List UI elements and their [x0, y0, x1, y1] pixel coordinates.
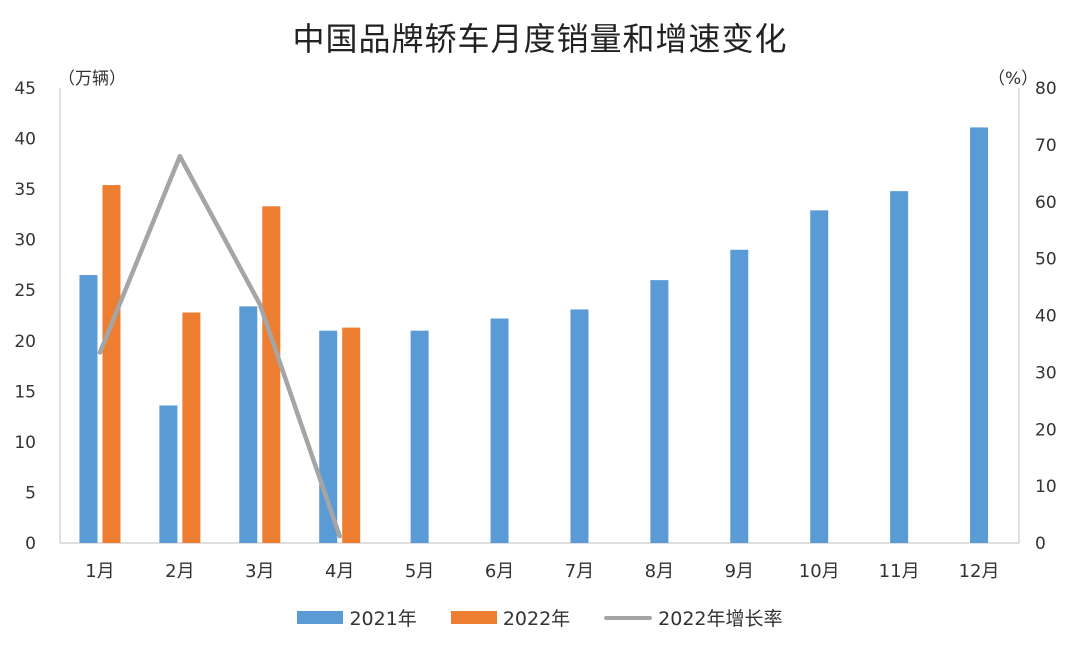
legend-label-growth: 2022年增长率 — [658, 608, 783, 630]
right-tick-label: 30 — [1035, 363, 1057, 383]
x-tick-label: 7月 — [565, 561, 594, 582]
left-tick-label: 0 — [25, 534, 36, 554]
right-tick-label: 50 — [1035, 250, 1057, 270]
legend: 2021年 2022年 2022年增长率 — [0, 604, 1080, 631]
left-tick-label: 15 — [14, 382, 36, 402]
bar-2022 — [102, 185, 121, 544]
x-tick-label: 6月 — [485, 561, 514, 582]
bar-2021 — [490, 318, 509, 543]
bar-2021 — [79, 275, 98, 543]
growth-line — [97, 154, 342, 539]
right-tick-label: 60 — [1035, 193, 1057, 213]
left-tick-label: 20 — [14, 332, 36, 352]
legend-item-growth: 2022年增长率 — [604, 604, 783, 631]
left-tick-label: 10 — [14, 433, 36, 453]
bar-2022 — [262, 206, 281, 544]
x-tick-label: 2月 — [165, 561, 194, 582]
bar-2021 — [890, 191, 909, 543]
legend-label-2021: 2021年 — [349, 608, 417, 630]
bar-2022 — [342, 327, 361, 543]
bar-2021 — [650, 280, 669, 543]
x-tick-label: 12月 — [959, 561, 1000, 582]
right-tick-label: 0 — [1035, 534, 1046, 554]
bar-2022 — [182, 312, 201, 543]
legend-swatch-2022 — [450, 611, 497, 624]
x-tick-label: 11月 — [879, 561, 920, 582]
legend-label-2022: 2022年 — [502, 608, 571, 630]
right-tick-label: 20 — [1035, 420, 1057, 440]
right-tick-label: 70 — [1035, 136, 1057, 156]
x-tick-label: 10月 — [799, 561, 840, 582]
left-tick-label: 30 — [14, 231, 36, 251]
bar-2021 — [730, 249, 749, 543]
left-tick-label: 40 — [14, 130, 36, 150]
legend-swatch-2021 — [297, 611, 344, 624]
left-tick-label: 35 — [14, 180, 36, 200]
right-tick-label: 80 — [1035, 79, 1057, 99]
x-tick-label: 8月 — [645, 561, 674, 582]
bar-2021 — [239, 306, 258, 543]
x-tick-label: 3月 — [245, 561, 274, 582]
left-tick-label: 25 — [14, 281, 36, 301]
right-axis-unit: （%） — [988, 69, 1039, 89]
bar-2021 — [570, 309, 589, 543]
x-tick-label: 9月 — [725, 561, 754, 582]
x-tick-label: 5月 — [405, 561, 434, 582]
right-tick-label: 40 — [1035, 307, 1057, 327]
bar-2021 — [159, 405, 178, 543]
bar-2021 — [410, 330, 429, 543]
legend-swatch-growth — [604, 615, 653, 620]
legend-item-2022: 2022年 — [450, 604, 571, 631]
x-tick-label: 1月 — [85, 561, 114, 582]
bar-2021 — [970, 127, 989, 543]
bar-2021 — [810, 210, 829, 543]
x-tick-label: 4月 — [325, 561, 354, 582]
legend-item-2021: 2021年 — [297, 604, 417, 631]
left-tick-label: 45 — [14, 79, 36, 99]
left-axis-unit: （万辆） — [58, 69, 126, 89]
left-tick-label: 5 — [25, 483, 36, 503]
right-tick-label: 10 — [1035, 477, 1057, 497]
chart-title: 中国品牌轿车月度销量和增速变化 — [292, 20, 788, 58]
bar-2021 — [319, 330, 338, 543]
